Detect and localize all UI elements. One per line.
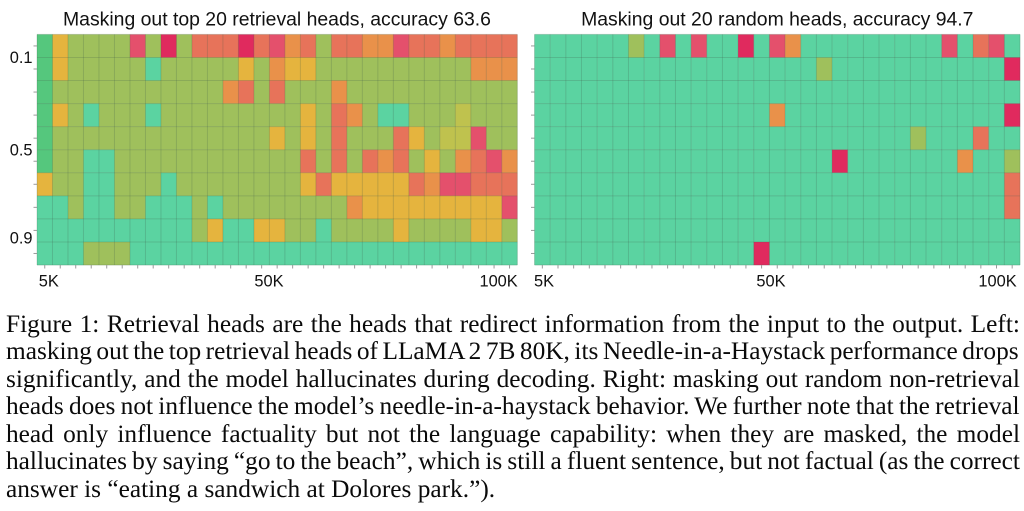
svg-text:0.5: 0.5 — [10, 142, 33, 160]
svg-text:100K: 100K — [978, 273, 1016, 291]
svg-text:50K: 50K — [756, 273, 785, 291]
svg-text:5K: 5K — [534, 273, 554, 291]
svg-text:100K: 100K — [479, 273, 517, 291]
svg-text:0.9: 0.9 — [10, 230, 33, 248]
svg-text:0.1: 0.1 — [10, 49, 33, 67]
svg-text:Masking out 20 random heads, a: Masking out 20 random heads, accuracy 94… — [581, 9, 973, 31]
svg-text:Masking out top 20 retrieval h: Masking out top 20 retrieval heads, accu… — [63, 9, 491, 31]
svg-text:50K: 50K — [254, 273, 283, 291]
svg-text:5K: 5K — [39, 273, 59, 291]
